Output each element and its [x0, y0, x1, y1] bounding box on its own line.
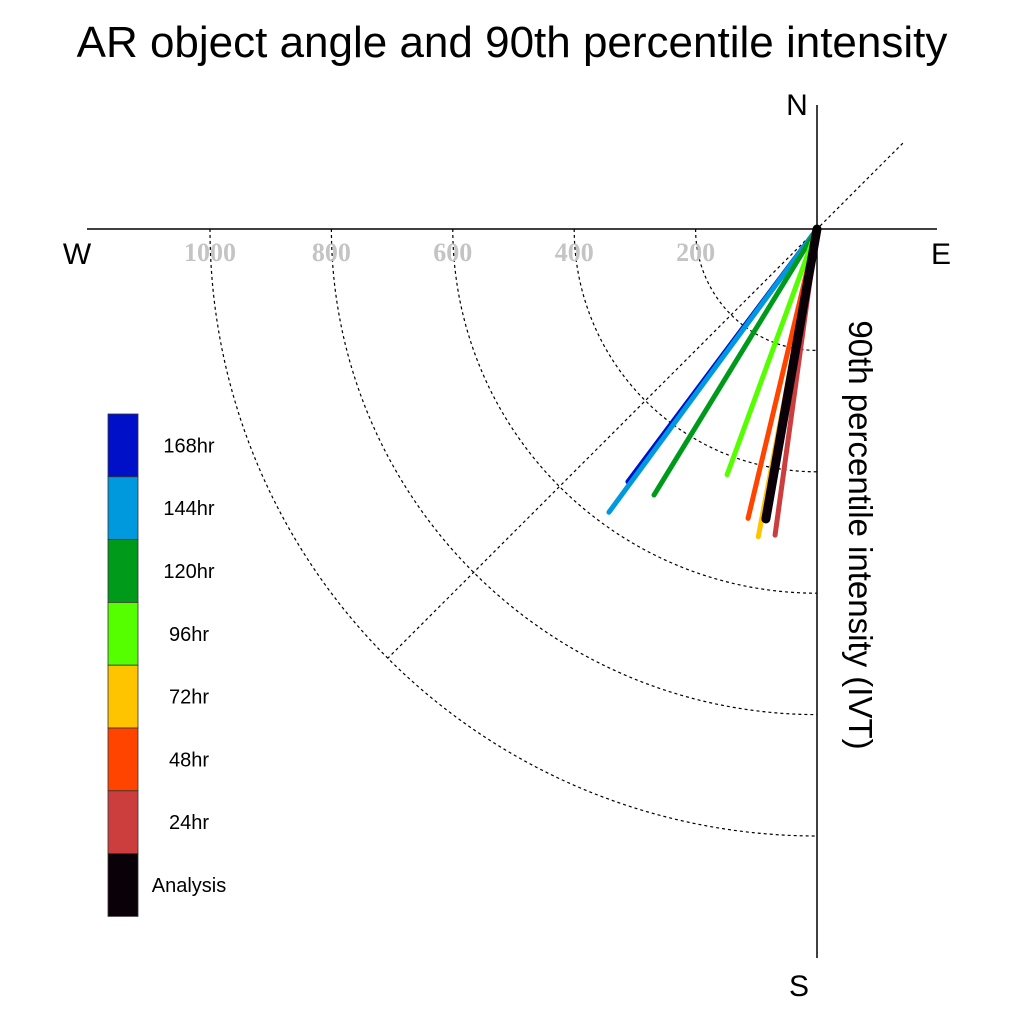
legend-swatch: [107, 727, 139, 792]
diagonal-reference-line: [387, 142, 904, 659]
chart-title: AR object angle and 90th percentile inte…: [77, 18, 948, 67]
radial-tick-label: 800: [312, 238, 351, 267]
compass-south-label: S: [789, 970, 809, 1003]
radial-tick-label: 1000: [184, 238, 236, 267]
legend-swatch: [107, 853, 139, 917]
radial-tick-label: 600: [433, 238, 472, 267]
legend-swatch: [107, 602, 139, 666]
legend-label: 48hr: [169, 749, 209, 771]
legend-swatch: [107, 664, 139, 729]
legend-label: 144hr: [163, 498, 214, 520]
radial-axis-label: 90th percentile intensity (IVT): [842, 320, 879, 749]
vector-analysis: [761, 224, 822, 524]
legend-swatch: [107, 539, 139, 603]
compass-east-label: E: [931, 238, 951, 271]
grid-layer: 200 400 600 800 1000: [184, 142, 904, 837]
legend-swatch: [107, 476, 139, 540]
radial-tick-label: 400: [555, 238, 594, 267]
legend-label: 72hr: [169, 687, 209, 709]
compass-north-label: N: [786, 89, 808, 122]
legend-swatch: [107, 790, 139, 854]
range-ring: [330, 228, 818, 716]
legend: 168hr 144hr 120hr 96hr 72hr 48hr 24hr Analysis: [107, 413, 226, 917]
legend-label: 96hr: [169, 624, 209, 646]
legend-swatch: [107, 413, 139, 478]
legend-label: 168hr: [163, 435, 214, 457]
legend-label: 120hr: [163, 561, 214, 583]
vectors-layer: [606, 224, 822, 540]
vector-144hr: [606, 226, 820, 515]
vector-96hr: [724, 226, 820, 478]
radial-tick-label: 200: [676, 238, 715, 267]
range-ring: [695, 228, 818, 351]
legend-label: Analysis: [152, 875, 226, 897]
origin-point: [813, 225, 821, 233]
range-ring: [452, 228, 818, 594]
vector-120hr: [651, 226, 820, 498]
compass-west-label: W: [63, 238, 92, 271]
legend-label: 24hr: [169, 812, 209, 834]
axes-layer: [87, 105, 937, 958]
